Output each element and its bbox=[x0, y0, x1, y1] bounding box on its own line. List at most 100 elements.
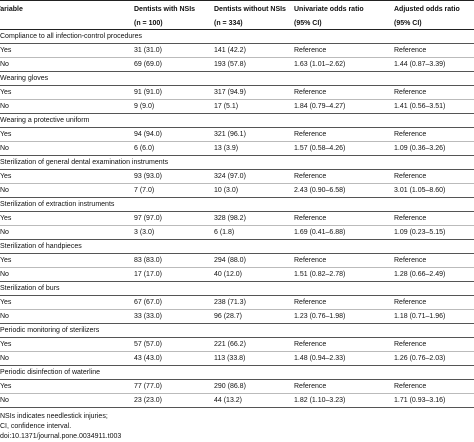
header-adjusted: Adjusted odds ratio bbox=[390, 0, 474, 16]
row-label: Yes bbox=[0, 253, 130, 268]
header-univariate-ci: (95% CI) bbox=[290, 16, 390, 30]
header-adjusted-ci: (95% CI) bbox=[390, 16, 474, 30]
row-label: Yes bbox=[0, 43, 130, 58]
cell-adjusted-or: Reference bbox=[390, 379, 474, 394]
cell-without-nsis: 324 (97.0) bbox=[210, 169, 290, 184]
section-row: Wearing gloves bbox=[0, 71, 474, 86]
cell-univariate-or: Reference bbox=[290, 169, 390, 184]
cell-with-nsis: 91 (91.0) bbox=[130, 85, 210, 100]
row-label: No bbox=[0, 225, 130, 240]
footnote-doi: doi:10.1371/journal.pone.0034911.t003 bbox=[0, 433, 122, 440]
cell-without-nsis: 141 (42.2) bbox=[210, 43, 290, 58]
cell-univariate-or: Reference bbox=[290, 379, 390, 394]
cell-with-nsis: 77 (77.0) bbox=[130, 379, 210, 394]
cell-without-nsis: 328 (98.2) bbox=[210, 211, 290, 226]
cell-adjusted-or: 3.01 (1.05–8.60) bbox=[390, 183, 474, 198]
cell-adjusted-or: 1.28 (0.66–2.49) bbox=[390, 267, 474, 282]
cell-with-nsis: 69 (69.0) bbox=[130, 57, 210, 72]
cell-univariate-or: Reference bbox=[290, 295, 390, 310]
row-label: Yes bbox=[0, 379, 130, 394]
row-label: No bbox=[0, 99, 130, 114]
row-label: No bbox=[0, 393, 130, 408]
odds-ratio-table: Variable Dentists with NSIs Dentists wit… bbox=[0, 0, 474, 408]
cell-with-nsis: 23 (23.0) bbox=[130, 393, 210, 408]
row-label: No bbox=[0, 267, 130, 282]
cell-univariate-or: Reference bbox=[290, 211, 390, 226]
cell-adjusted-or: 1.18 (0.71–1.96) bbox=[390, 309, 474, 324]
footnote-nsis: NSIs indicates needlestick injuries; bbox=[0, 413, 108, 420]
cell-without-nsis: 10 (3.0) bbox=[210, 183, 290, 198]
cell-univariate-or: 1.84 (0.79–4.27) bbox=[290, 99, 390, 114]
row-label: Yes bbox=[0, 211, 130, 226]
cell-without-nsis: 40 (12.0) bbox=[210, 267, 290, 282]
cell-adjusted-or: Reference bbox=[390, 253, 474, 268]
cell-univariate-or: Reference bbox=[290, 337, 390, 352]
table-row: No 7 (7.0) 10 (3.0) 2.43 (0.90–6.58) 3.01 (1… bbox=[0, 183, 474, 198]
row-label: Yes bbox=[0, 127, 130, 142]
row-label: No bbox=[0, 57, 130, 72]
section-title: Periodic disinfection of waterline bbox=[0, 365, 474, 380]
cell-without-nsis: 290 (86.8) bbox=[210, 379, 290, 394]
header-without-nsis: Dentists without NSIs bbox=[210, 0, 290, 16]
row-label: Yes bbox=[0, 85, 130, 100]
table-row: Yes 94 (94.0) 321 (96.1) Reference Reference bbox=[0, 127, 474, 142]
header-univariate: Univariate odds ratio bbox=[290, 0, 390, 16]
table-row: No 3 (3.0) 6 (1.8) 1.69 (0.41–6.88) 1.09 (0.… bbox=[0, 225, 474, 240]
table-row: No 23 (23.0) 44 (13.2) 1.82 (1.10–3.23) 1.71… bbox=[0, 393, 474, 408]
table-row: No 43 (43.0) 113 (33.8) 1.48 (0.94–2.33) 1.2… bbox=[0, 351, 474, 366]
cell-univariate-or: Reference bbox=[290, 85, 390, 100]
table-header: Variable Dentists with NSIs Dentists wit… bbox=[0, 0, 474, 30]
cell-with-nsis: 33 (33.0) bbox=[130, 309, 210, 324]
cell-adjusted-or: Reference bbox=[390, 127, 474, 142]
cell-without-nsis: 13 (3.9) bbox=[210, 141, 290, 156]
section-row: Sterilization of extraction instruments bbox=[0, 197, 474, 212]
cell-with-nsis: 67 (67.0) bbox=[130, 295, 210, 310]
section-row: Compliance to all infection-control proc… bbox=[0, 29, 474, 44]
table-row: No 69 (69.0) 193 (57.8) 1.63 (1.01–2.62) 1.4… bbox=[0, 57, 474, 72]
section-title: Sterilization of handpieces bbox=[0, 239, 474, 254]
cell-without-nsis: 317 (94.9) bbox=[210, 85, 290, 100]
section-title: Sterilization of burs bbox=[0, 281, 474, 296]
row-label: Yes bbox=[0, 337, 130, 352]
cell-with-nsis: 31 (31.0) bbox=[130, 43, 210, 58]
section-title: Sterilization of extraction instruments bbox=[0, 197, 474, 212]
cell-adjusted-or: Reference bbox=[390, 85, 474, 100]
section-row: Sterilization of burs bbox=[0, 281, 474, 296]
cell-adjusted-or: Reference bbox=[390, 337, 474, 352]
section-title: Periodic monitoring of sterilizers bbox=[0, 323, 474, 338]
cell-with-nsis: 6 (6.0) bbox=[130, 141, 210, 156]
cell-with-nsis: 9 (9.0) bbox=[130, 99, 210, 114]
cell-adjusted-or: Reference bbox=[390, 295, 474, 310]
row-label: No bbox=[0, 183, 130, 198]
cell-with-nsis: 93 (93.0) bbox=[130, 169, 210, 184]
cell-univariate-or: Reference bbox=[290, 127, 390, 142]
cell-univariate-or: 1.48 (0.94–2.33) bbox=[290, 351, 390, 366]
table-row: No 33 (33.0) 96 (28.7) 1.23 (0.76–1.98) 1.18… bbox=[0, 309, 474, 324]
cell-with-nsis: 97 (97.0) bbox=[130, 211, 210, 226]
section-row: Sterilization of general dental examinat… bbox=[0, 155, 474, 170]
cell-without-nsis: 238 (71.3) bbox=[210, 295, 290, 310]
cell-with-nsis: 17 (17.0) bbox=[130, 267, 210, 282]
section-title: Sterilization of general dental examinat… bbox=[0, 155, 474, 170]
cell-without-nsis: 321 (96.1) bbox=[210, 127, 290, 142]
table-row: Yes 57 (57.0) 221 (66.2) Reference Reference bbox=[0, 337, 474, 352]
cell-univariate-or: 1.82 (1.10–3.23) bbox=[290, 393, 390, 408]
cell-with-nsis: 94 (94.0) bbox=[130, 127, 210, 142]
cell-univariate-or: 1.57 (0.58–4.26) bbox=[290, 141, 390, 156]
cell-univariate-or: 2.43 (0.90–6.58) bbox=[290, 183, 390, 198]
cell-with-nsis: 83 (83.0) bbox=[130, 253, 210, 268]
cell-univariate-or: 1.23 (0.76–1.98) bbox=[290, 309, 390, 324]
header-variable: Variable bbox=[0, 0, 130, 16]
cell-without-nsis: 6 (1.8) bbox=[210, 225, 290, 240]
cell-with-nsis: 43 (43.0) bbox=[130, 351, 210, 366]
cell-adjusted-or: Reference bbox=[390, 43, 474, 58]
table-row: Yes 31 (31.0) 141 (42.2) Reference Reference bbox=[0, 43, 474, 58]
section-row: Periodic monitoring of sterilizers bbox=[0, 323, 474, 338]
row-label: Yes bbox=[0, 295, 130, 310]
cell-without-nsis: 44 (13.2) bbox=[210, 393, 290, 408]
section-row: Wearing a protective uniform bbox=[0, 113, 474, 128]
cell-without-nsis: 193 (57.8) bbox=[210, 57, 290, 72]
table-row: Yes 91 (91.0) 317 (94.9) Reference Reference bbox=[0, 85, 474, 100]
section-row: Sterilization of handpieces bbox=[0, 239, 474, 254]
cell-adjusted-or: 1.09 (0.23–5.15) bbox=[390, 225, 474, 240]
